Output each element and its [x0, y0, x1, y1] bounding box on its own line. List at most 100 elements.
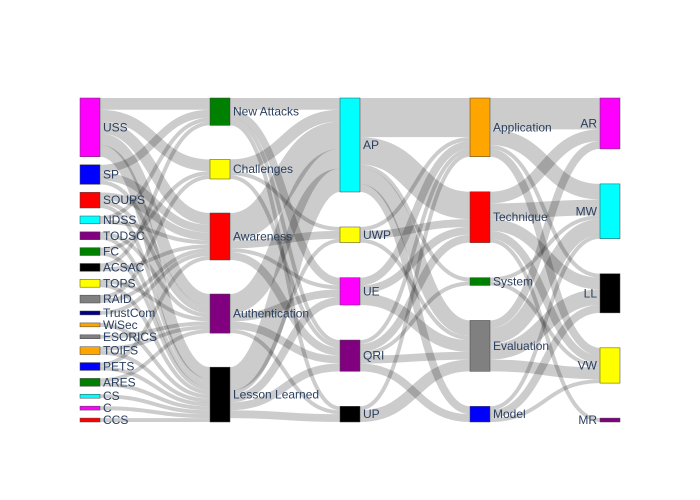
link-authentication-to-up	[229, 329, 341, 415]
node-label-trustcom: TrustCom	[103, 306, 155, 320]
node-todsc	[79, 231, 101, 240]
link-ap-to-system	[359, 164, 471, 282]
node-label-challenges: Challenges	[233, 162, 293, 176]
node-system	[469, 277, 491, 286]
node-awareness	[209, 212, 231, 261]
link-awareness-to-qri	[229, 252, 341, 356]
link-uss-to-lesson-learned	[98, 145, 212, 379]
link-technique-to-ar	[489, 129, 601, 204]
link-model-to-mw	[489, 234, 601, 411]
node-label-raid: RAID	[103, 292, 132, 306]
link-ap-to-model	[359, 184, 471, 415]
node-label-technique: Technique	[493, 210, 548, 224]
link-ares-to-lesson-learned	[99, 382, 211, 411]
link-technique-to-mw	[489, 199, 601, 220]
node-technique	[469, 191, 491, 243]
link-qri-to-system	[359, 281, 471, 356]
node-label-cs: CS	[103, 389, 120, 403]
node-tops	[79, 279, 101, 288]
node-ndss	[79, 215, 101, 225]
link-sp-to-new-attacks	[99, 109, 211, 173]
node-label-lesson-learned: Lesson Learned	[233, 388, 319, 402]
link-fc-to-lesson-learned	[99, 251, 211, 391]
link-ares-to-authentication	[99, 329, 211, 383]
node-label-ares: ARES	[103, 375, 136, 389]
link-challenges-to-uwp	[229, 171, 341, 231]
link-lesson-learned-to-ue	[229, 297, 341, 403]
link-ap-to-evaluation	[358, 168, 472, 337]
node-label-ndss: NDSS	[103, 213, 136, 227]
link-up-to-application	[359, 152, 471, 411]
node-ccs	[79, 417, 101, 423]
node-new-attacks	[209, 97, 231, 126]
link-technique-to-ll	[489, 219, 601, 290]
node-label-vw: VW	[578, 358, 598, 372]
link-sp-to-awareness	[99, 172, 211, 233]
node-esorics	[79, 334, 101, 340]
node-c	[79, 405, 101, 411]
link-lesson-learned-to-qri	[229, 363, 341, 411]
node-label-tops: TOPS	[103, 276, 135, 290]
link-sp-to-authentication	[99, 180, 211, 310]
link-wisec-to-lesson-learned	[99, 322, 211, 399]
node-label-application: Application	[493, 120, 552, 134]
node-label-new-attacks: New Attacks	[233, 105, 299, 119]
node-evaluation	[469, 320, 491, 372]
node-label-ccs: CCS	[103, 413, 128, 427]
node-label-ap: AP	[363, 138, 379, 152]
node-label-evaluation: Evaluation	[493, 339, 549, 353]
node-wisec	[79, 322, 101, 328]
node-label-wisec: WiSec	[103, 318, 138, 332]
link-challenges-to-qri	[229, 175, 341, 348]
link-tops-to-lesson-learned	[99, 283, 211, 395]
node-label-sp: SP	[103, 168, 119, 182]
link-authentication-to-qri	[229, 321, 341, 364]
link-system-to-mw	[489, 215, 601, 282]
link-ue-to-evaluation	[359, 293, 471, 352]
link-raid-to-awareness	[99, 248, 211, 304]
link-application-to-ll	[489, 144, 601, 278]
node-label-esorics: ESORICS	[103, 330, 157, 344]
node-label-toifs: TOIFS	[103, 344, 138, 358]
link-application-to-vw	[489, 148, 601, 356]
link-uwp-to-technique	[359, 219, 471, 239]
node-ar	[599, 97, 621, 150]
node-toifs	[79, 346, 101, 355]
node-label-pets: PETS	[103, 360, 134, 374]
link-esorics-to-authentication	[99, 321, 211, 339]
link-new-attacks-to-ue	[229, 109, 341, 286]
link-evaluation-to-ar	[489, 141, 601, 329]
node-label-mw: MW	[576, 204, 598, 218]
node-label-uwp: UWP	[363, 228, 391, 242]
node-label-c: C	[103, 401, 112, 415]
node-application	[469, 97, 491, 157]
link-lesson-learned-to-up	[229, 410, 341, 422]
link-challenges-to-ap	[229, 109, 341, 172]
node-mw	[599, 183, 621, 239]
node-label-fc: FC	[103, 245, 119, 259]
link-awareness-to-ue	[229, 248, 341, 290]
node-challenges	[209, 159, 231, 180]
node-mr	[599, 417, 621, 423]
link-toifs-to-lesson-learned	[99, 350, 211, 403]
node-qri	[339, 339, 361, 372]
link-system-to-vw	[489, 281, 601, 368]
node-label-ue: UE	[363, 284, 380, 298]
link-new-attacks-to-qri	[229, 117, 341, 344]
node-label-ar: AR	[580, 116, 597, 130]
link-evaluation-to-vw	[489, 359, 601, 380]
node-ue	[339, 277, 361, 306]
link-c-to-lesson-learned	[99, 406, 211, 419]
link-lesson-learned-to-uwp	[229, 238, 341, 395]
link-awareness-to-uwp	[229, 230, 341, 249]
node-label-ll: LL	[584, 286, 598, 300]
link-technique-to-vw	[489, 230, 601, 364]
node-label-up: UP	[363, 407, 380, 421]
node-ares	[79, 378, 101, 387]
link-lesson-learned-to-ap	[227, 168, 343, 391]
node-model	[469, 406, 491, 423]
link-tops-to-authentication	[99, 279, 211, 322]
link-todsc-to-authentication	[99, 231, 211, 318]
link-evaluation-to-ll	[489, 289, 601, 360]
